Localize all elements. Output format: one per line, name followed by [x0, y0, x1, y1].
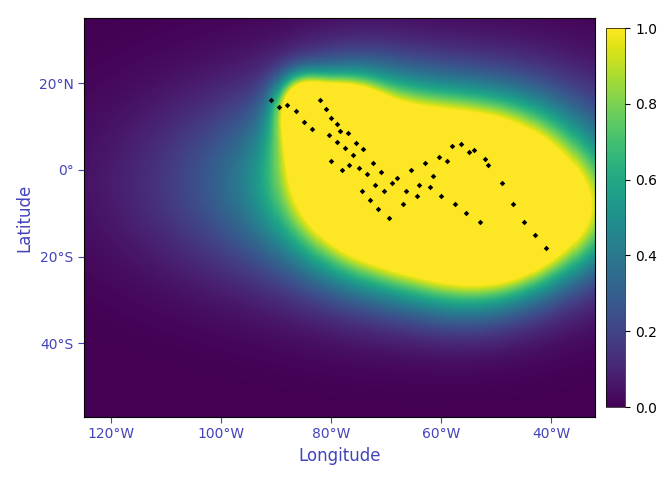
- Point: [442, 157, 452, 165]
- Point: [290, 108, 301, 115]
- Point: [436, 192, 447, 200]
- Point: [507, 201, 518, 208]
- Point: [401, 188, 411, 195]
- Point: [428, 172, 439, 180]
- Point: [321, 105, 331, 113]
- Point: [331, 138, 342, 145]
- Point: [411, 192, 422, 200]
- Point: [386, 179, 397, 187]
- Point: [353, 164, 364, 171]
- Point: [464, 149, 474, 156]
- Point: [307, 125, 318, 132]
- Point: [340, 144, 351, 152]
- Point: [282, 101, 293, 108]
- Point: [356, 188, 367, 195]
- Point: [351, 139, 362, 147]
- Point: [373, 205, 384, 213]
- Point: [326, 114, 337, 121]
- Point: [348, 151, 359, 158]
- Point: [406, 166, 417, 174]
- Point: [414, 181, 425, 189]
- Point: [298, 118, 309, 126]
- Point: [364, 196, 375, 204]
- Point: [274, 103, 284, 111]
- Point: [433, 153, 444, 161]
- Point: [331, 120, 342, 128]
- Point: [384, 214, 394, 221]
- Point: [368, 159, 378, 167]
- Point: [358, 145, 369, 153]
- Point: [456, 140, 466, 148]
- Point: [450, 201, 460, 208]
- Point: [461, 209, 472, 217]
- Point: [334, 127, 345, 134]
- Point: [315, 96, 326, 104]
- Point: [265, 96, 276, 104]
- Point: [343, 129, 353, 137]
- Point: [392, 175, 403, 182]
- Point: [323, 131, 334, 139]
- X-axis label: Longitude: Longitude: [298, 447, 381, 465]
- Point: [370, 181, 381, 189]
- Point: [530, 231, 540, 239]
- Point: [497, 179, 507, 187]
- Point: [474, 218, 485, 226]
- Point: [483, 162, 494, 169]
- Point: [343, 161, 354, 168]
- Point: [480, 155, 491, 163]
- Point: [447, 142, 458, 150]
- Point: [398, 201, 409, 208]
- Point: [425, 183, 436, 191]
- Point: [326, 157, 337, 165]
- Point: [419, 159, 430, 167]
- Point: [376, 168, 386, 176]
- Point: [469, 146, 480, 154]
- Point: [337, 166, 348, 174]
- Point: [378, 188, 389, 195]
- Y-axis label: Latitude: Latitude: [15, 183, 33, 252]
- Point: [540, 244, 551, 252]
- Point: [519, 218, 530, 226]
- Point: [362, 170, 372, 178]
